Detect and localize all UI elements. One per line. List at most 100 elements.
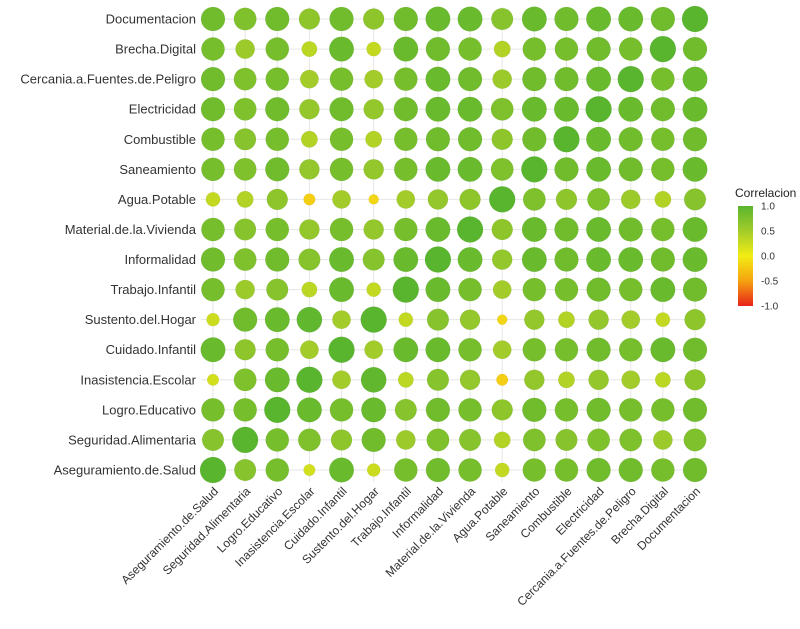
- correlation-cell: [522, 337, 547, 362]
- correlation-cell: [393, 96, 419, 122]
- correlation-cell: [585, 6, 612, 32]
- correlation-cell: [425, 156, 451, 182]
- correlation-cell: [395, 429, 416, 450]
- correlation-cell: [621, 370, 641, 390]
- correlation-cell: [459, 188, 481, 211]
- correlation-cell: [490, 97, 514, 121]
- correlation-cell: [492, 280, 512, 300]
- correlation-cell: [649, 35, 677, 63]
- correlation-cell: [233, 97, 257, 121]
- legend-tick-label: 0.5: [761, 227, 775, 238]
- correlation-cell: [585, 156, 612, 182]
- correlation-cell: [684, 308, 706, 331]
- correlation-cell: [682, 96, 708, 122]
- correlation-cell: [397, 371, 414, 388]
- correlation-cell: [425, 96, 451, 122]
- correlation-cell: [554, 66, 579, 92]
- correlation-cell: [457, 126, 483, 152]
- correlation-cell: [496, 314, 508, 325]
- correlation-cell: [654, 190, 672, 208]
- legend-tick-label: -1.0: [761, 302, 779, 313]
- correlation-cell: [458, 37, 482, 61]
- correlation-cell: [650, 67, 675, 92]
- correlation-cell: [303, 463, 316, 477]
- correlation-cell: [393, 67, 418, 92]
- correlation-cell: [201, 217, 225, 242]
- correlation-cell: [233, 397, 258, 422]
- correlation-cell: [201, 428, 225, 452]
- correlation-cell: [329, 67, 354, 92]
- correlation-cell: [200, 337, 226, 363]
- correlation-cell: [234, 338, 256, 361]
- correlation-cell: [393, 246, 419, 273]
- correlation-cell: [682, 66, 708, 92]
- correlation-cell: [329, 96, 354, 122]
- correlation-cell: [553, 96, 580, 122]
- correlation-cell: [458, 458, 482, 482]
- correlation-cell: [522, 66, 547, 92]
- correlation-cell: [458, 397, 482, 422]
- correlation-cell: [493, 40, 511, 58]
- correlation-cell: [650, 127, 675, 152]
- correlation-cell: [683, 188, 707, 211]
- correlation-cell: [361, 427, 386, 453]
- correlation-cell: [618, 157, 644, 182]
- row-label: Informalidad: [124, 252, 196, 267]
- correlation-cell: [328, 457, 355, 483]
- correlation-cell: [522, 458, 547, 482]
- correlation-cell: [233, 218, 257, 241]
- correlation-cell: [426, 308, 450, 331]
- correlation-cell: [233, 368, 257, 392]
- correlation-cell: [557, 311, 575, 329]
- correlation-cell: [329, 217, 354, 242]
- correlation-cell: [586, 457, 611, 483]
- correlation-cell: [303, 193, 316, 206]
- correlation-cell: [654, 371, 671, 388]
- correlation-cell: [329, 397, 354, 422]
- correlation-cell: [264, 307, 290, 333]
- correlation-cell: [296, 366, 323, 394]
- correlation-cell: [361, 397, 387, 423]
- correlation-cell: [555, 428, 578, 452]
- correlation-cell: [366, 41, 382, 57]
- correlation-cell: [586, 36, 611, 62]
- correlation-cell: [363, 219, 385, 240]
- correlation-cell: [585, 216, 612, 243]
- correlation-cell: [457, 66, 483, 92]
- row-label: Inasistencia.Escolar: [80, 372, 196, 387]
- correlation-cell: [554, 37, 579, 61]
- correlation-cell: [493, 431, 511, 449]
- correlation-cell: [457, 96, 483, 122]
- row-label: Trabajo.Infantil: [110, 282, 196, 297]
- correlation-cell: [618, 337, 643, 362]
- correlation-cell: [682, 397, 708, 423]
- correlation-cell: [330, 429, 353, 451]
- correlation-cell: [364, 69, 384, 89]
- correlation-cell: [364, 340, 384, 360]
- correlation-cell: [329, 127, 354, 152]
- correlation-cell: [491, 399, 513, 421]
- correlation-cell: [233, 458, 257, 482]
- correlation-cell: [235, 39, 256, 60]
- correlation-cell: [586, 397, 611, 423]
- correlation-cell: [328, 36, 355, 62]
- correlation-cell: [652, 429, 673, 450]
- correlation-cell: [457, 246, 483, 273]
- correlation-cell: [488, 186, 516, 213]
- correlation-cell: [425, 397, 451, 423]
- correlation-cell: [554, 247, 579, 272]
- correlation-cell: [200, 6, 226, 32]
- correlation-cell: [266, 278, 289, 301]
- correlation-cell: [231, 426, 259, 454]
- correlation-cell: [618, 397, 643, 422]
- row-label: Seguridad.Alimentaria: [68, 432, 197, 447]
- correlation-cell: [296, 306, 323, 333]
- correlation-cell: [490, 157, 514, 181]
- correlation-cell: [264, 247, 290, 272]
- correlation-cell: [618, 277, 643, 302]
- correlation-cell: [457, 156, 483, 182]
- correlation-cell: [682, 126, 708, 152]
- correlation-cell: [362, 8, 385, 30]
- correlation-cell: [554, 458, 579, 482]
- correlation-cell: [522, 37, 547, 61]
